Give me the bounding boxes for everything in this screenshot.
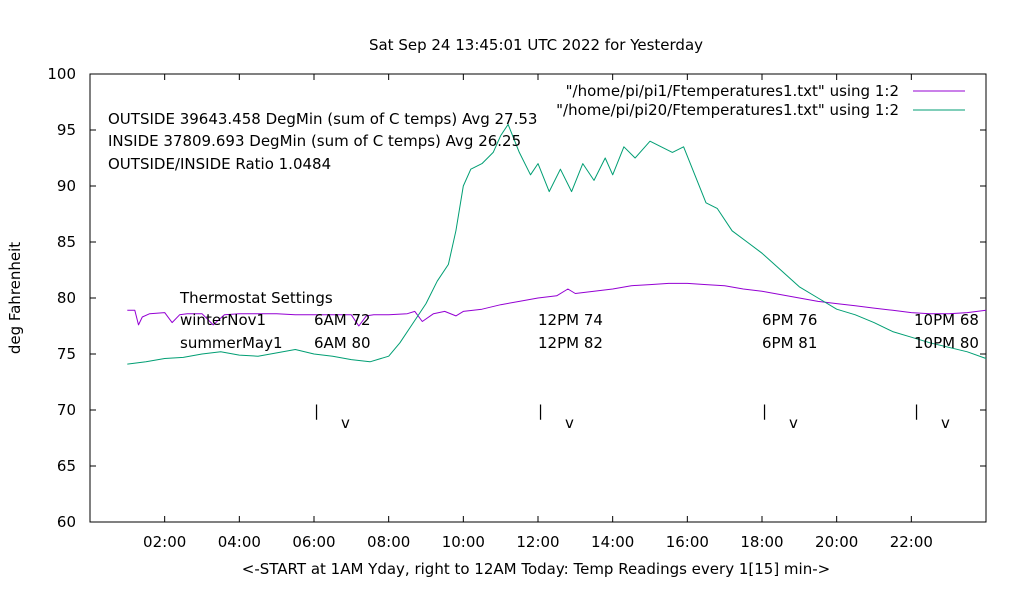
summer-6pm: 6PM 81 <box>762 334 817 352</box>
y-tick-label: 85 <box>57 233 76 251</box>
summer-label: summerMay1 <box>180 334 283 352</box>
x-axis-label: <-START at 1AM Yday, right to 12AM Today… <box>242 560 830 578</box>
legend: "/home/pi/pi1/Ftemperatures1.txt" using … <box>556 82 965 119</box>
legend-label-1: "/home/pi/pi1/Ftemperatures1.txt" using … <box>566 82 899 100</box>
series-line-2 <box>127 123 987 365</box>
summer-10pm: 10PM 80 <box>914 334 979 352</box>
y-tick-label: 95 <box>57 121 76 139</box>
marker-bar-10pm: | <box>914 402 919 420</box>
stats-ratio: OUTSIDE/INSIDE Ratio 1.0484 <box>108 155 331 173</box>
y-axis-label: deg Fahrenheit <box>6 242 24 354</box>
stats-outside: OUTSIDE 39643.458 DegMin (sum of C temps… <box>108 110 537 128</box>
series-line-1 <box>127 282 987 327</box>
chart-title: Sat Sep 24 13:45:01 UTC 2022 for Yesterd… <box>369 36 703 54</box>
x-tick-label: 14:00 <box>591 533 634 551</box>
y-tick-label: 100 <box>47 65 76 83</box>
thermostat-title: Thermostat Settings <box>179 289 333 307</box>
winter-label: winterNov1 <box>180 311 266 329</box>
winter-12pm: 12PM 74 <box>538 311 603 329</box>
time-markers: | v | v | v | v <box>314 402 950 432</box>
stats-inside: INSIDE 37809.693 DegMin (sum of C temps)… <box>108 132 521 150</box>
marker-v-12pm: v <box>565 414 574 432</box>
y-tick-label: 65 <box>57 457 76 475</box>
winter-6am: 6AM 72 <box>314 311 371 329</box>
x-tick-label: 10:00 <box>442 533 485 551</box>
winter-6pm: 6PM 76 <box>762 311 817 329</box>
x-tick-label: 22:00 <box>890 533 933 551</box>
summer-12pm: 12PM 82 <box>538 334 603 352</box>
marker-bar-6am: | <box>314 402 319 420</box>
y-tick-label: 60 <box>57 513 76 531</box>
x-tick-label: 04:00 <box>218 533 261 551</box>
marker-bar-12pm: | <box>538 402 543 420</box>
x-axis: 02:00 04:00 06:00 08:00 10:00 12:00 14:00 16:00… <box>143 74 933 551</box>
marker-v-6pm: v <box>789 414 798 432</box>
winter-10pm: 10PM 68 <box>914 311 979 329</box>
marker-v-6am: v <box>341 414 350 432</box>
stats-annotation: OUTSIDE 39643.458 DegMin (sum of C temps… <box>108 110 537 173</box>
x-tick-label: 16:00 <box>666 533 709 551</box>
x-tick-label: 02:00 <box>143 533 186 551</box>
x-tick-label: 12:00 <box>516 533 559 551</box>
marker-v-10pm: v <box>941 414 950 432</box>
legend-label-2: "/home/pi/pi20/Ftemperatures1.txt" using… <box>556 101 899 119</box>
x-tick-label: 06:00 <box>292 533 335 551</box>
marker-bar-6pm: | <box>762 402 767 420</box>
x-tick-label: 20:00 <box>815 533 858 551</box>
y-tick-label: 70 <box>57 401 76 419</box>
series-layer <box>127 123 987 365</box>
thermostat-settings: Thermostat Settings winterNov1 6AM 72 12… <box>179 289 979 352</box>
y-axis: 60 65 70 75 80 85 90 95 100 <box>47 65 986 531</box>
x-tick-label: 08:00 <box>367 533 410 551</box>
x-tick-label: 18:00 <box>740 533 783 551</box>
y-tick-label: 75 <box>57 345 76 363</box>
y-tick-label: 90 <box>57 177 76 195</box>
summer-6am: 6AM 80 <box>314 334 371 352</box>
y-tick-label: 80 <box>57 289 76 307</box>
